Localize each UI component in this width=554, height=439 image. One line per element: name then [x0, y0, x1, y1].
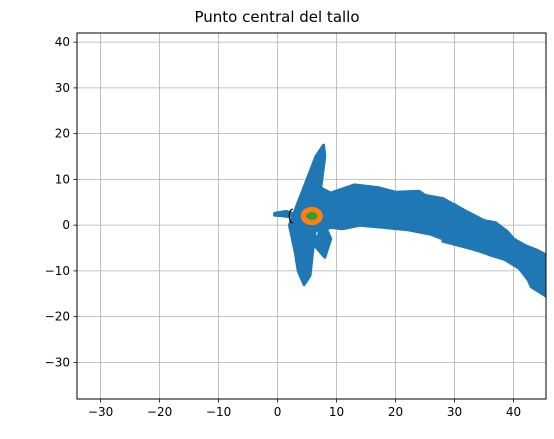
- scatter-point-ring: [300, 206, 323, 226]
- scatter-series: [307, 211, 317, 221]
- x-tick-label: −20: [147, 405, 172, 419]
- scatter-series: [288, 208, 293, 224]
- x-tick-label: 0: [274, 405, 282, 419]
- y-tick-label: 0: [62, 218, 70, 232]
- scatter-point-cloud: [512, 248, 542, 268]
- chart-title: Punto central del tallo: [194, 8, 360, 26]
- x-tick-label: 30: [447, 405, 462, 419]
- y-tick-label: −20: [45, 310, 70, 324]
- y-tick-label: −10: [45, 264, 70, 278]
- x-tick-label: −10: [206, 405, 231, 419]
- scatter-point-cloud: [273, 209, 294, 218]
- y-tick-label: 10: [55, 172, 70, 186]
- y-tick-label: 30: [55, 81, 70, 95]
- scatter-series: [300, 206, 323, 226]
- y-tick-label: −30: [45, 355, 70, 369]
- scatter-point-cloud: [358, 191, 427, 209]
- axes-frame: [76, 32, 547, 400]
- x-tick-label: 20: [388, 405, 403, 419]
- scatter-point-cloud: [429, 203, 480, 227]
- x-tick-label: 40: [506, 405, 521, 419]
- y-tick-label: 20: [55, 127, 70, 141]
- ticks: −30 −20 −10 0 10 20 30 40 −30 −20 −10 0 10 20 30 40: [45, 35, 522, 419]
- scatter-series: [273, 143, 546, 298]
- scatter-point-cloud: [305, 182, 546, 298]
- scatter-point-cloud: [307, 211, 317, 221]
- scatter-point-cloud: [311, 223, 333, 259]
- plot-content: [273, 143, 546, 298]
- x-tick-label: 10: [329, 405, 344, 419]
- scatter-point-arc: [288, 208, 293, 224]
- plot-clip-group: [273, 143, 546, 298]
- y-tick-label: 40: [55, 35, 70, 49]
- x-tick-label: −30: [88, 405, 113, 419]
